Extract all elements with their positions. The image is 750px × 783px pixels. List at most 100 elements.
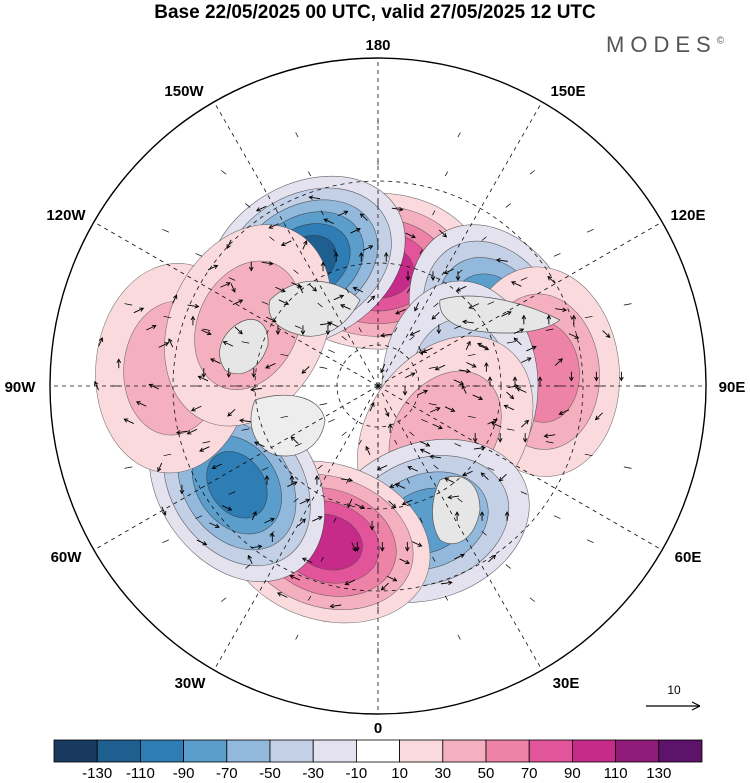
wind-arrow <box>328 349 335 353</box>
wind-arrow <box>555 307 568 313</box>
wind-arrow <box>230 283 236 293</box>
wind-arrow <box>440 580 453 586</box>
colorbar-label: 30 <box>434 765 451 782</box>
wind-arrow <box>520 419 530 428</box>
wind-arrow <box>280 353 289 357</box>
wind-arrow <box>325 325 331 336</box>
wind-arrow <box>254 441 265 448</box>
wind-arrow <box>186 428 198 435</box>
wind-arrow <box>510 281 522 287</box>
wind-arrow <box>457 497 463 503</box>
wind-arrow <box>481 236 487 241</box>
wind-arrow <box>455 285 467 292</box>
wind-arrow <box>487 467 495 471</box>
wind-arrow <box>419 448 431 455</box>
wind-arrow <box>280 240 292 247</box>
wind-arrow <box>319 366 328 369</box>
wind-arrow <box>594 412 603 421</box>
wind-arrow <box>369 402 375 412</box>
wind-arrow <box>226 368 232 378</box>
wind-arrow <box>355 541 360 552</box>
wind-arrow <box>226 239 232 249</box>
wind-arrow <box>430 271 436 281</box>
wind-arrow <box>317 464 323 470</box>
wind-arrow <box>116 358 122 369</box>
wind-arrow <box>269 236 275 241</box>
wind-arrow <box>414 302 420 312</box>
wind-arrow <box>487 376 493 386</box>
colorbar-swatch <box>96 739 141 763</box>
wind-arrow <box>276 592 288 598</box>
wind-arrow <box>421 349 428 353</box>
wind-arrow <box>320 261 326 272</box>
wind-arrow <box>405 232 416 239</box>
map-border <box>49 57 707 715</box>
wind-arrow <box>454 511 460 521</box>
wind-arrow <box>293 269 299 275</box>
wind-arrow <box>387 423 393 434</box>
wind-arrow <box>594 371 599 382</box>
longitude-labels: 180 150E 120E 90E 60E 30E 0 30W 60W 90W … <box>5 37 746 737</box>
wind-arrow <box>389 482 400 488</box>
wind-arrow <box>94 380 100 391</box>
wind-arrow <box>568 333 580 339</box>
colorbar-label: -130 <box>82 765 112 782</box>
colorbar-label: 70 <box>521 765 538 782</box>
wind-arrow <box>472 433 478 443</box>
lon-label-180: 180 <box>365 37 390 54</box>
wind-arrow <box>347 498 353 509</box>
wind-arrow <box>487 418 498 425</box>
wind-arrow <box>291 282 302 288</box>
lon-label-0: 0 <box>374 720 382 737</box>
wind-arrow <box>429 407 441 413</box>
wind-arrow <box>454 443 462 447</box>
wind-arrow <box>411 541 423 547</box>
wind-arrow <box>255 205 267 212</box>
wind-arrow <box>301 366 310 374</box>
wind-arrow <box>245 203 251 208</box>
wind-arrow <box>98 337 104 347</box>
wind-arrow <box>251 368 257 378</box>
wind-arrow <box>341 477 353 483</box>
wind-arrow <box>320 210 324 216</box>
wind-arrow <box>340 304 351 310</box>
wind-arrow <box>295 634 299 640</box>
reference-vector: 10 <box>646 683 701 711</box>
wind-arrow <box>488 554 497 563</box>
wind-arrow <box>201 368 207 378</box>
wind-arrow <box>380 363 386 374</box>
wind-arrow <box>308 195 321 200</box>
wind-arrow <box>380 582 389 591</box>
wind-arrow <box>529 597 535 602</box>
wind-arrow <box>251 510 257 521</box>
colorbar-label: -70 <box>216 765 238 782</box>
wind-arrow <box>454 325 462 329</box>
lon-label-30e: 30E <box>553 675 580 692</box>
wind-arrow <box>319 403 328 406</box>
wind-arrow <box>308 595 312 601</box>
wind-arrow <box>300 325 306 336</box>
wind-arrow <box>432 423 443 430</box>
wind-arrow <box>394 483 406 489</box>
wind-arrow <box>362 245 374 251</box>
wind-arrow <box>302 240 308 250</box>
colorbar-label: -30 <box>302 765 324 782</box>
colorbar-label: 50 <box>478 765 495 782</box>
colorbar-swatch <box>658 739 703 763</box>
wind-arrow <box>506 428 515 431</box>
wind-arrow <box>308 171 312 177</box>
wind-arrow <box>522 433 528 443</box>
wind-arrow <box>207 264 219 271</box>
wind-arrow <box>199 446 210 452</box>
wind-arrow <box>146 324 157 331</box>
wind-arrow <box>245 564 251 569</box>
wind-arrow <box>506 391 515 400</box>
wind-arrow <box>453 379 465 385</box>
land-masses <box>219 280 561 545</box>
colorbar-label: -90 <box>173 765 195 782</box>
wind-arrow <box>458 368 471 374</box>
wind-arrow <box>406 478 410 484</box>
wind-arrow <box>222 341 234 347</box>
wind-arrow <box>584 315 593 319</box>
wind-arrow <box>501 311 512 317</box>
